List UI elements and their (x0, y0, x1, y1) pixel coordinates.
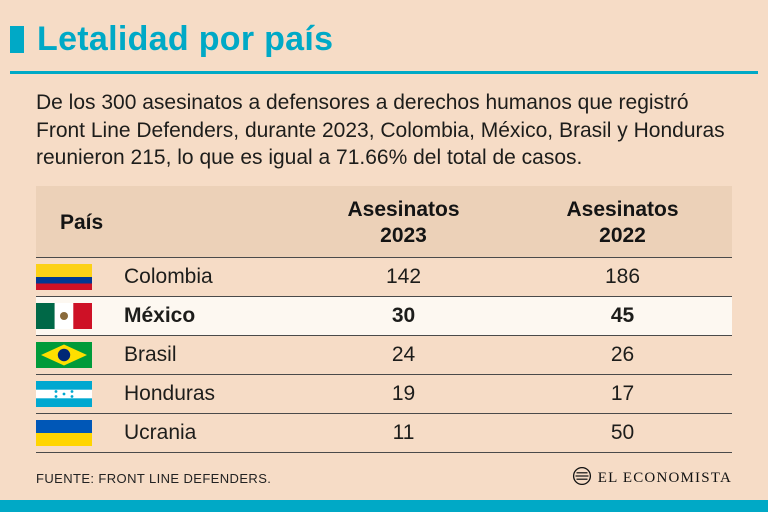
value-2022: 17 (610, 382, 635, 406)
table-row-honduras: Honduras 19 17 (36, 375, 732, 415)
value-2022: 50 (610, 421, 635, 445)
value-2023: 19 (391, 382, 416, 406)
masthead: Letalidad por país (0, 0, 768, 67)
value-2023: 11 (392, 421, 415, 445)
publisher-name: EL ECONOMISTA (597, 470, 732, 487)
country-label: México (124, 304, 196, 328)
honduras-flag-icon (36, 381, 124, 408)
value-2022: 45 (610, 304, 635, 328)
table-row-brasil: Brasil 24 26 (36, 336, 732, 376)
column-header-2022-label: Asesinatos (566, 198, 679, 222)
table-row-colombia: Colombia 142 186 (36, 258, 732, 298)
column-header-2022: Asesinatos 2022 (513, 197, 732, 248)
value-2023: 30 (391, 304, 416, 328)
table-header-row: País Asesinatos 2023 Asesinatos 2022 (36, 186, 732, 259)
el-economista-logo-icon (572, 466, 592, 491)
value-2022: 186 (604, 265, 641, 289)
country-label: Ucrania (124, 421, 197, 445)
value-2022: 26 (610, 343, 635, 367)
brazil-flag-icon (36, 342, 124, 369)
country-label: Brasil (124, 343, 177, 367)
column-header-2023: Asesinatos 2023 (294, 197, 513, 248)
column-header-country: País (60, 210, 104, 234)
ukraine-flag-icon (36, 420, 124, 447)
column-header-2022-sub: 2022 (599, 223, 646, 247)
title-bullet-icon (10, 26, 24, 53)
footer: FUENTE: FRONT LINE DEFENDERS. EL ECONOMI… (36, 466, 732, 491)
mexico-flag-icon (36, 303, 124, 330)
table-row-ucrania: Ucrania 11 50 (36, 414, 732, 454)
intro-text: De los 300 asesinatos a defensores a der… (36, 91, 725, 170)
country-label: Colombia (124, 265, 213, 289)
publisher-brand: EL ECONOMISTA (572, 466, 732, 491)
column-header-2023-sub: 2023 (380, 223, 427, 247)
value-2023: 24 (391, 343, 416, 367)
bottom-accent-bar (0, 500, 768, 512)
column-header-2023-label: Asesinatos (347, 198, 460, 222)
source-note: FUENTE: FRONT LINE DEFENDERS. (36, 471, 272, 487)
data-table: País Asesinatos 2023 Asesinatos 2022 Col… (36, 186, 732, 454)
page-title: Letalidad por país (37, 20, 334, 58)
country-label: Honduras (124, 382, 216, 406)
value-2023: 142 (385, 265, 422, 289)
table-row-mexico: México 30 45 (36, 297, 732, 337)
title-rule (10, 71, 758, 74)
colombia-flag-icon (36, 264, 124, 291)
